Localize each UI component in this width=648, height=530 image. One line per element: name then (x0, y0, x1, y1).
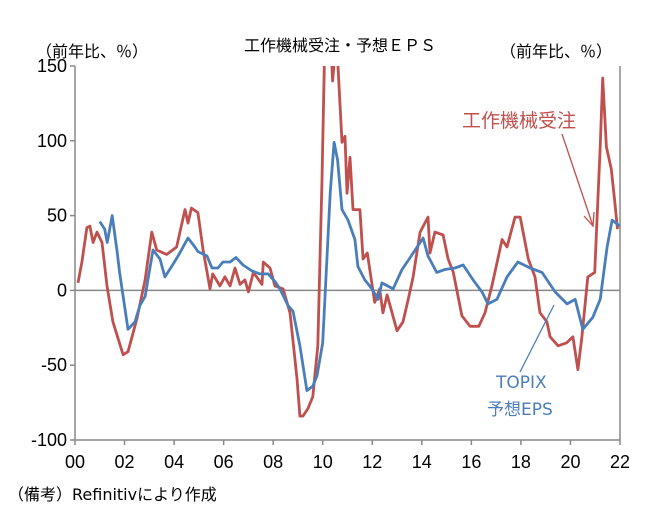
y-tick-label: 150 (37, 56, 67, 76)
y-tick-label: -50 (41, 355, 67, 375)
x-tick-label: 18 (511, 452, 531, 472)
y-tick-label: -100 (31, 430, 67, 450)
x-tick-label: 12 (362, 452, 382, 472)
x-tick-label: 06 (214, 452, 234, 472)
x-tick-label: 08 (263, 452, 283, 472)
x-tick-label: 10 (313, 452, 333, 472)
source-note: （備考）Refinitivにより作成 (8, 485, 217, 504)
x-tick-label: 22 (610, 452, 630, 472)
x-tick-label: 20 (560, 452, 580, 472)
legend-label-machine-tool-orders: 工作機械受注 (462, 110, 576, 132)
x-tick-label: 04 (164, 452, 184, 472)
legend-label-topix: TOPIX (495, 373, 547, 393)
x-tick-label: 16 (461, 452, 481, 472)
series-line-machine-tool-orders (76, 66, 619, 418)
y-tick-label: 50 (47, 206, 67, 226)
y-tick-label: 100 (37, 131, 67, 151)
legend-label-eps: 予想EPS (487, 400, 553, 420)
x-tick-label: 02 (115, 452, 135, 472)
y-tick-label: 0 (57, 280, 67, 300)
chart-title: 工作機械受注・予想ＥＰＳ (244, 36, 436, 55)
x-tick-label: 00 (65, 452, 85, 472)
series-line-topix-eps (98, 140, 620, 393)
y-axis-label-right: （前年比、％） (500, 42, 612, 61)
arrowhead-machine-tool (583, 211, 595, 228)
x-tick-label: 14 (412, 452, 432, 472)
y-axis-label-left: （前年比、％） (36, 42, 148, 61)
annotation-arrow-topix (519, 304, 555, 373)
annotation-arrow-machine-tool (561, 133, 594, 227)
